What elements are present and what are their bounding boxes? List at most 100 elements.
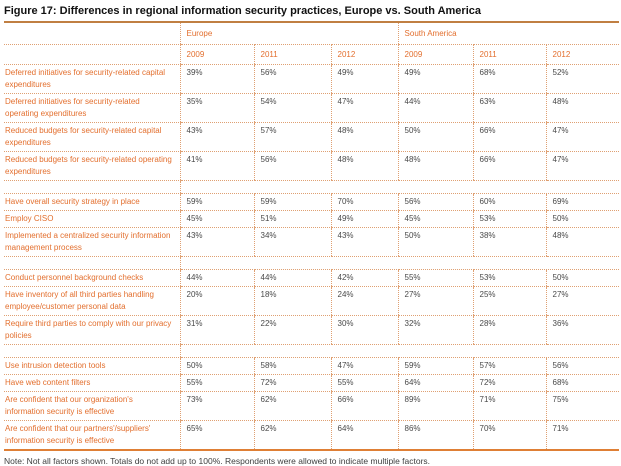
year-header-europe-2012: 2012 xyxy=(330,44,399,65)
value-cell: 58% xyxy=(253,357,331,375)
corner-cell xyxy=(4,23,180,45)
value-cell: 50% xyxy=(545,210,620,228)
row-label: Have overall security strategy in place xyxy=(4,193,180,211)
year-header-europe-2011: 2011 xyxy=(253,44,331,65)
value-cell: 56% xyxy=(397,193,474,211)
value-cell: 50% xyxy=(397,227,474,257)
value-cell: 28% xyxy=(472,315,547,345)
spacer-cell xyxy=(4,180,180,194)
value-cell: 39% xyxy=(179,64,254,94)
value-cell: 75% xyxy=(545,391,620,421)
value-cell: 57% xyxy=(253,122,331,152)
table-row: Have inventory of all third parties hand… xyxy=(4,286,620,316)
value-cell: 50% xyxy=(545,269,620,287)
value-cell: 53% xyxy=(472,210,547,228)
value-cell: 38% xyxy=(472,227,547,257)
value-cell: 44% xyxy=(253,269,331,287)
value-cell: 52% xyxy=(545,64,620,94)
table-row: Use intrusion detection tools 50% 58% 47% 59… xyxy=(4,357,620,375)
value-cell: 49% xyxy=(330,64,399,94)
value-cell: 51% xyxy=(253,210,331,228)
value-cell: 45% xyxy=(397,210,474,228)
value-cell: 35% xyxy=(179,93,254,123)
value-cell: 22% xyxy=(253,315,331,345)
year-header-southamerica-2012: 2012 xyxy=(545,44,620,65)
section-spacer-row xyxy=(4,180,620,194)
value-cell: 45% xyxy=(179,210,254,228)
spacer-cell xyxy=(254,256,620,270)
value-cell: 41% xyxy=(179,151,254,181)
value-cell: 48% xyxy=(397,151,474,181)
row-label: Have inventory of all third parties hand… xyxy=(4,286,180,316)
value-cell: 47% xyxy=(545,122,620,152)
value-cell: 72% xyxy=(472,374,547,392)
value-cell: 68% xyxy=(472,64,547,94)
value-cell: 47% xyxy=(545,151,620,181)
year-header-europe-2009: 2009 xyxy=(179,44,254,65)
row-label: Employ CISO xyxy=(4,210,180,228)
value-cell: 48% xyxy=(545,227,620,257)
spacer-cell xyxy=(4,256,180,270)
value-cell: 64% xyxy=(397,374,474,392)
row-label: Deferred initiatives for security-relate… xyxy=(4,64,180,94)
value-cell: 42% xyxy=(330,269,399,287)
value-cell: 72% xyxy=(253,374,331,392)
value-cell: 56% xyxy=(253,151,331,181)
table-row: Reduced budgets for security-related ope… xyxy=(4,151,620,181)
row-label: Implemented a centralized security infor… xyxy=(4,227,180,257)
value-cell: 25% xyxy=(472,286,547,316)
table-row: Deferred initiatives for security-relate… xyxy=(4,64,620,94)
value-cell: 48% xyxy=(545,93,620,123)
value-cell: 71% xyxy=(545,420,620,451)
value-cell: 48% xyxy=(330,151,399,181)
figure-title: Figure 17: Differences in regional infor… xyxy=(4,3,619,23)
year-header-southamerica-2009: 2009 xyxy=(397,44,474,65)
row-label: Deferred initiatives for security-relate… xyxy=(4,93,180,123)
table-row: Deferred initiatives for security-relate… xyxy=(4,93,620,123)
value-cell: 47% xyxy=(330,357,399,375)
value-cell: 55% xyxy=(179,374,254,392)
value-cell: 69% xyxy=(545,193,620,211)
value-cell: 59% xyxy=(253,193,331,211)
value-cell: 43% xyxy=(179,227,254,257)
spacer-cell xyxy=(179,180,254,194)
value-cell: 53% xyxy=(472,269,547,287)
value-cell: 54% xyxy=(253,93,331,123)
table-row: Employ CISO 45% 51% 49% 45% 53% 50% xyxy=(4,210,620,228)
value-cell: 63% xyxy=(472,93,547,123)
value-cell: 49% xyxy=(330,210,399,228)
spacer-cell xyxy=(254,180,620,194)
row-label: Are confident that our organization's in… xyxy=(4,391,180,421)
value-cell: 56% xyxy=(253,64,331,94)
row-label: Reduced budgets for security-related ope… xyxy=(4,151,180,181)
section-spacer-row xyxy=(4,344,620,358)
value-cell: 49% xyxy=(397,64,474,94)
value-cell: 31% xyxy=(179,315,254,345)
value-cell: 43% xyxy=(179,122,254,152)
value-cell: 89% xyxy=(397,391,474,421)
value-cell: 68% xyxy=(545,374,620,392)
value-cell: 70% xyxy=(472,420,547,451)
region-header-europe: Europe xyxy=(179,23,399,45)
region-header-row: Europe South America xyxy=(4,23,620,45)
value-cell: 55% xyxy=(330,374,399,392)
value-cell: 48% xyxy=(330,122,399,152)
value-cell: 20% xyxy=(179,286,254,316)
value-cell: 73% xyxy=(179,391,254,421)
value-cell: 34% xyxy=(253,227,331,257)
value-cell: 59% xyxy=(179,193,254,211)
table-row: Are confident that our organization's in… xyxy=(4,391,620,421)
table-row: Are confident that our partners'/supplie… xyxy=(4,420,620,451)
value-cell: 62% xyxy=(253,420,331,451)
value-cell: 57% xyxy=(472,357,547,375)
value-cell: 44% xyxy=(179,269,254,287)
value-cell: 36% xyxy=(545,315,620,345)
value-cell: 86% xyxy=(397,420,474,451)
table-row: Require third parties to comply with our… xyxy=(4,315,620,345)
value-cell: 55% xyxy=(397,269,474,287)
row-label: Conduct personnel background checks xyxy=(4,269,180,287)
table-row: Implemented a centralized security infor… xyxy=(4,227,620,257)
value-cell: 43% xyxy=(330,227,399,257)
value-cell: 59% xyxy=(397,357,474,375)
